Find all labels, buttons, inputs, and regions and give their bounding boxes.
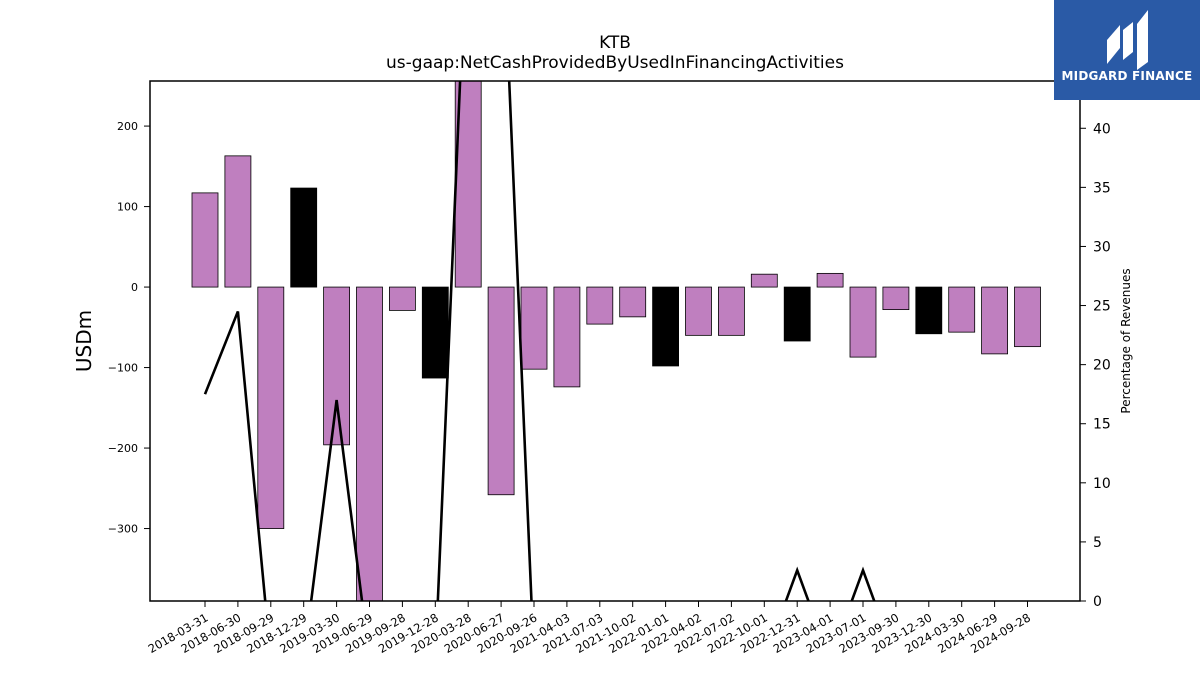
bar-2023-07-01 — [849, 286, 877, 358]
bar-2019-12-28 — [421, 286, 449, 379]
y-tick-label: 200 — [117, 120, 138, 133]
bar-2022-01-01 — [652, 286, 679, 367]
y-tick-label: −300 — [108, 523, 138, 536]
bar-2022-10-01 — [750, 273, 778, 288]
bar-2023-12-30 — [915, 286, 943, 335]
bar-2018-12-29 — [290, 187, 318, 288]
y2-tick-label: 25 — [1093, 299, 1111, 315]
percentage-line — [203, 81, 876, 601]
y2-tick-label: 10 — [1093, 476, 1111, 492]
y-tick-label: −200 — [108, 442, 138, 455]
bar-2020-09-26 — [520, 286, 548, 370]
y2-tick-label: 30 — [1093, 239, 1111, 255]
bar-2021-07-03 — [586, 286, 614, 325]
plot-frame — [149, 80, 1081, 602]
bar-2022-12-31 — [783, 286, 811, 342]
bar-2024-06-29 — [981, 286, 1008, 355]
y2-tick-label: 35 — [1093, 180, 1111, 196]
chart-title: KTB — [599, 33, 631, 53]
bar-2018-06-30 — [224, 155, 252, 288]
bar-2021-10-02 — [619, 286, 647, 318]
bar-2019-09-28 — [388, 286, 416, 311]
y-axis-label: USDm — [72, 310, 96, 372]
chart-subtitle: us-gaap:NetCashProvidedByUsedInFinancing… — [386, 53, 844, 73]
brand-logo: MIDGARD FINANCE — [1054, 0, 1200, 100]
bar-2024-09-28 — [1014, 286, 1041, 348]
logo-text: MIDGARD FINANCE — [1061, 69, 1193, 83]
bar-2018-09-29 — [257, 286, 285, 529]
bar-2020-06-27 — [487, 286, 515, 496]
bar-2024-03-30 — [948, 286, 976, 333]
bar-2019-03-30 — [323, 286, 351, 446]
bar-2019-06-29 — [356, 286, 383, 601]
logo-mark-icon — [1107, 10, 1148, 70]
bar-2018-03-31 — [191, 192, 219, 288]
y2-tick-label: 5 — [1093, 535, 1102, 551]
bar-2023-04-01 — [816, 272, 844, 288]
y-tick-label: 100 — [117, 201, 138, 214]
y2-tick-label: 20 — [1093, 358, 1111, 374]
y-tick-label: −100 — [108, 362, 138, 375]
y2-tick-label: 0 — [1093, 594, 1102, 610]
bar-2022-04-02 — [685, 286, 712, 336]
bar-2023-09-30 — [882, 286, 910, 311]
y2-tick-label: 15 — [1093, 417, 1111, 433]
y2-tick-label: 40 — [1093, 121, 1111, 137]
y-tick-label: 0 — [131, 281, 138, 294]
bar-2021-04-03 — [553, 286, 581, 388]
bar-2022-07-02 — [718, 286, 745, 336]
y2-axis-label: Percentage of Revenues — [1119, 268, 1133, 413]
